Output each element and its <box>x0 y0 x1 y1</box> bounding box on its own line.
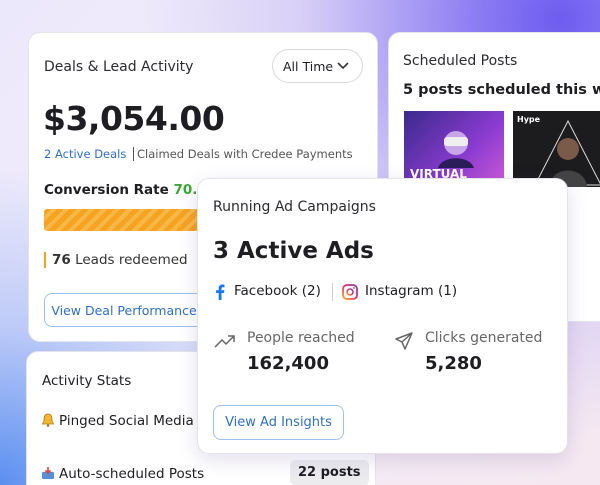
separator <box>332 283 333 301</box>
ad-insights-button[interactable]: View Ad Insights <box>213 405 344 440</box>
platform-label: Instagram (1) <box>365 283 458 299</box>
instagram-icon <box>342 284 358 300</box>
leads-line: 76 Leads redeemed <box>52 252 188 268</box>
vr-figure <box>438 131 474 168</box>
stat-value: 5,280 <box>425 353 482 374</box>
card-title: Running Ad Campaigns <box>213 199 376 215</box>
row-label: Pinged Social Media <box>59 413 194 429</box>
deals-line: 2 Active Deals Claimed Deals with Credee… <box>44 147 353 161</box>
thumbnail-caption: VIRTUAL <box>410 167 467 181</box>
stat-label: People reached <box>247 330 355 346</box>
card-title: Deals & Lead Activity <box>44 59 194 75</box>
trend-icon <box>214 335 235 348</box>
row-label: Auto-scheduled Posts <box>59 466 205 482</box>
leads-count: 76 <box>52 252 71 268</box>
deal-performance-button[interactable]: View Deal Performance <box>44 293 204 327</box>
stat-value: 162,400 <box>247 353 329 374</box>
send-icon <box>395 332 413 350</box>
accent-line <box>44 252 46 268</box>
ads-headline: 3 Active Ads <box>213 238 374 264</box>
chevron-icon <box>337 62 349 70</box>
conversion-bar <box>44 209 244 231</box>
post-thumbnail[interactable]: VIRTUAL <box>404 111 504 187</box>
conversion-label: Conversion Rate <box>44 182 169 198</box>
row-value-badge: 22 posts <box>290 460 369 485</box>
card-subtitle: 5 posts scheduled this week <box>403 82 600 98</box>
leads-label: Leads redeemed <box>75 252 188 268</box>
platform-label: Facebook (2) <box>234 283 321 299</box>
card-title: Scheduled Posts <box>403 53 518 69</box>
tray-icon <box>42 467 54 479</box>
active-deals-link[interactable]: 2 Active Deals <box>44 147 127 161</box>
card-title: Activity Stats <box>42 373 132 389</box>
thumbnail-caption: Hype <box>517 115 541 124</box>
bell-icon <box>41 413 55 427</box>
amount: $3,054.00 <box>43 99 225 138</box>
filter-dropdown[interactable]: All Time <box>272 49 363 83</box>
filter-label: All Time <box>283 59 334 74</box>
ads-card: Running Ad Campaigns 3 Active Ads Facebo… <box>197 178 568 454</box>
portrait-figure <box>534 119 600 187</box>
claimed-text: Claimed Deals with Credee Payments <box>137 147 353 161</box>
facebook-icon <box>216 284 225 300</box>
post-thumbnail[interactable]: Hype <box>513 111 600 187</box>
stat-label: Clicks generated <box>425 330 543 346</box>
